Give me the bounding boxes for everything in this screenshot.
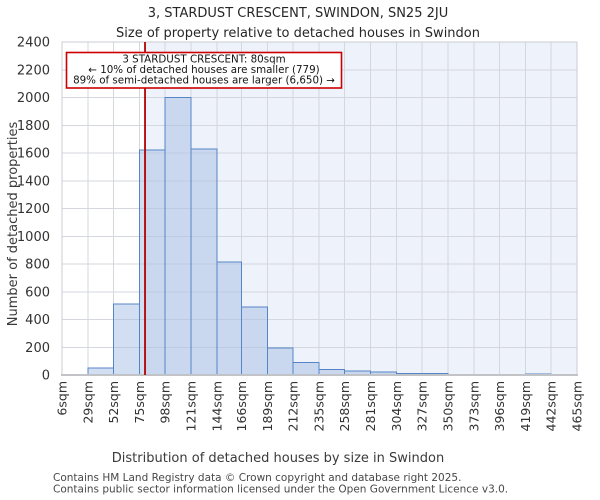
x-tick-label: 419sqm (518, 381, 533, 431)
y-tick-label: 600 (25, 285, 50, 300)
x-tick-label: 166sqm (234, 381, 249, 431)
plot-area (61, 41, 578, 376)
x-tick-label: 465sqm (570, 381, 585, 431)
y-tick-label: 2200 (17, 63, 50, 78)
x-tick-label: 52sqm (106, 381, 121, 424)
x-tick-label: 29sqm (80, 381, 95, 424)
y-tick-label: 800 (25, 258, 50, 273)
x-tick-label: 75sqm (132, 381, 147, 424)
histogram-bar (216, 261, 243, 376)
y-tick-label: 200 (25, 341, 50, 356)
histogram-bar (266, 347, 294, 376)
x-axis-title: Distribution of detached houses by size … (112, 451, 444, 466)
histogram-bar (87, 367, 115, 376)
chart-subtitle: Size of property relative to detached ho… (116, 26, 480, 41)
y-tick-label: 2000 (17, 91, 50, 106)
x-tick-label: 144sqm (209, 381, 224, 431)
y-tick-label: 400 (25, 313, 50, 328)
histogram-bar (190, 148, 218, 376)
x-tick-label: 442sqm (544, 381, 559, 431)
x-tick-label: 350sqm (440, 381, 455, 431)
y-tick-label: 1600 (17, 147, 50, 162)
x-tick-label: 189sqm (260, 381, 275, 431)
histogram-bar (113, 303, 140, 376)
annotation-border-rect (65, 51, 343, 89)
y-tick-label: 0 (42, 369, 50, 384)
property-annotation-box: 3 STARDUST CRESCENT: 80sqm ← 10% of deta… (65, 51, 343, 89)
y-axis-title: Number of detached properties (6, 122, 21, 327)
x-tick-label: 281sqm (363, 381, 378, 431)
annotation-line-1: 3 STARDUST CRESCENT: 80sqm (122, 54, 285, 66)
footer-line-1: Contains HM Land Registry data © Crown c… (53, 472, 461, 484)
y-tick-label: 2400 (17, 36, 50, 51)
x-tick-label: 396sqm (492, 381, 507, 431)
histogram-bar (292, 362, 320, 376)
x-tick-label: 6sqm (55, 381, 70, 416)
x-tick-label: 98sqm (158, 381, 173, 424)
x-tick-label: 235sqm (311, 381, 326, 431)
chart-title: 3, STARDUST CRESCENT, SWINDON, SN25 2JU (148, 6, 448, 21)
y-tick-label: 1400 (17, 174, 50, 189)
histogram-bar (164, 97, 192, 376)
x-tick-label: 212sqm (286, 381, 301, 431)
y-tick-label: 1000 (17, 230, 50, 245)
histogram-bar (138, 149, 166, 376)
x-tick-label: 121sqm (184, 381, 199, 431)
axis-tick-labels: 0 200 400 600 800 1000 1200 1400 1600 1800 2000 220… (17, 36, 585, 432)
y-tick-label: 1800 (17, 119, 50, 134)
annotation-line-3: 89% of semi-detached houses are larger (… (73, 75, 335, 87)
annotation-line-2: ← 10% of detached houses are smaller (77… (88, 64, 319, 76)
x-tick-label: 327sqm (415, 381, 430, 431)
y-tick-label: 1200 (17, 202, 50, 217)
x-tick-label: 373sqm (466, 381, 481, 431)
histogram-bar (241, 306, 268, 376)
x-tick-label: 258sqm (337, 381, 352, 431)
footer-line-2: Contains public sector information licen… (53, 484, 508, 496)
x-tick-label: 304sqm (389, 381, 404, 431)
